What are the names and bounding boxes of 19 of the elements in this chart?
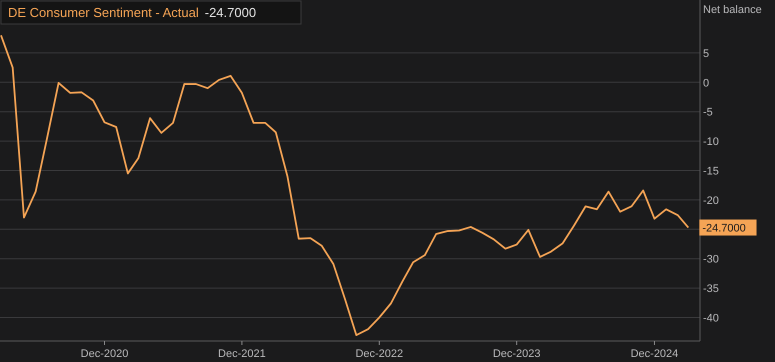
y-tick-label: -40 [703,312,719,324]
x-tick-label: Dec-2023 [492,348,541,360]
annotation: -24.7000 [702,222,746,235]
x-tick-label: Dec-2021 [218,348,266,360]
x-tick-label: Dec-2020 [80,348,128,360]
line-series [0,34,690,336]
y-tick-label: -20 [703,194,719,207]
y-tick-label: -30 [703,254,719,266]
x-tick-label: Dec-2024 [630,348,678,360]
x-tick-label: Dec-2022 [355,348,404,360]
y-tick-label: -35 [703,283,719,296]
y-tick-label: 0 [703,77,710,90]
y-axis-title: Net balance [703,4,762,16]
y-tick-label: 5 [703,48,710,60]
chart-subtitle: -24.7000 [204,5,256,20]
y-tick-label: -10 [703,136,719,148]
chart-title: DE Consumer Sentiment - Actual [8,5,199,20]
y-tick-label: -5 [703,106,713,119]
y-tick-label: -15 [703,166,719,178]
